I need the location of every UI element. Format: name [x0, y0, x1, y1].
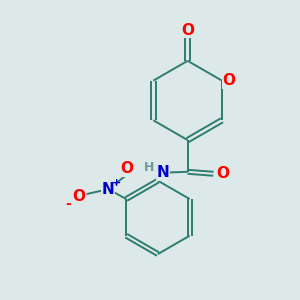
Text: O: O	[181, 22, 194, 38]
Text: H: H	[144, 161, 154, 174]
Text: O: O	[222, 73, 236, 88]
Text: O: O	[121, 161, 134, 176]
Text: +: +	[112, 178, 121, 188]
Text: O: O	[72, 189, 85, 204]
Text: -: -	[65, 197, 70, 211]
Text: O: O	[216, 166, 229, 181]
Text: N: N	[102, 182, 115, 196]
Text: N: N	[157, 165, 169, 180]
